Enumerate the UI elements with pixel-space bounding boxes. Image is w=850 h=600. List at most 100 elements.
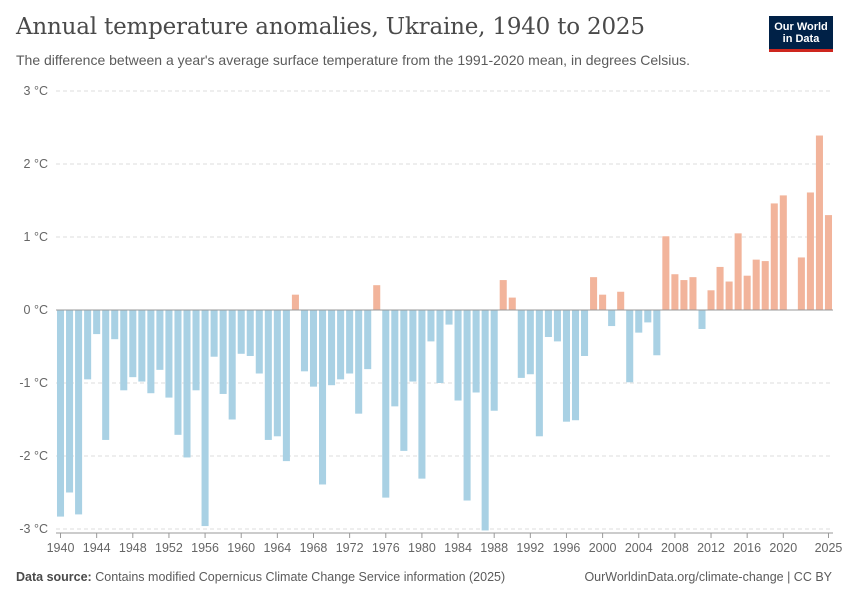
bar-1977[interactable] xyxy=(391,310,399,407)
y-axis-labels: 3 °C 2 °C 1 °C 0 °C -1 °C -2 °C -3 °C xyxy=(19,84,48,536)
bar-1948[interactable] xyxy=(129,310,137,378)
bar-2017[interactable] xyxy=(752,259,760,310)
bar-1946[interactable] xyxy=(111,310,119,340)
bar-1964[interactable] xyxy=(273,310,281,437)
bar-2005[interactable] xyxy=(644,310,652,323)
bar-1971[interactable] xyxy=(337,310,345,380)
credit-link[interactable]: OurWorldinData.org/climate-change | CC B… xyxy=(584,570,832,584)
bar-2001[interactable] xyxy=(608,310,616,327)
bar-1957[interactable] xyxy=(210,310,218,357)
bar-1999[interactable] xyxy=(590,277,598,310)
data-source-text[interactable]: Contains modified Copernicus Climate Cha… xyxy=(95,570,506,584)
bar-1944[interactable] xyxy=(93,310,101,335)
bar-1949[interactable] xyxy=(138,310,146,382)
bar-2023[interactable] xyxy=(806,192,814,310)
bar-1958[interactable] xyxy=(219,310,227,394)
x-tick-label: 1992 xyxy=(516,541,544,555)
bar-2004[interactable] xyxy=(635,310,643,333)
y-tick-label: -3 °C xyxy=(19,522,48,536)
bar-1956[interactable] xyxy=(201,310,209,527)
bar-2009[interactable] xyxy=(680,280,688,310)
bar-2020[interactable] xyxy=(779,195,787,310)
bar-1951[interactable] xyxy=(156,310,164,370)
temperature-anomaly-chart: 3 °C 2 °C 1 °C 0 °C -1 °C -2 °C -3 °C 1940 1944… xyxy=(19,84,842,555)
bar-1947[interactable] xyxy=(120,310,128,391)
bar-1981[interactable] xyxy=(427,310,435,342)
bar-2016[interactable] xyxy=(743,275,751,310)
bar-2025[interactable] xyxy=(824,215,833,310)
bar-1982[interactable] xyxy=(436,310,444,383)
bar-1991[interactable] xyxy=(517,310,525,378)
bar-1960[interactable] xyxy=(237,310,245,354)
bar-2013[interactable] xyxy=(716,266,724,310)
bar-2019[interactable] xyxy=(770,203,778,310)
bar-1953[interactable] xyxy=(174,310,182,435)
bar-1994[interactable] xyxy=(544,310,552,338)
bar-1943[interactable] xyxy=(84,310,92,380)
bar-2006[interactable] xyxy=(653,310,661,356)
bar-1986[interactable] xyxy=(472,310,480,393)
bar-1979[interactable] xyxy=(409,310,417,382)
bar-1963[interactable] xyxy=(264,310,272,440)
bar-1972[interactable] xyxy=(346,310,354,374)
bar-1973[interactable] xyxy=(355,310,363,414)
bar-1987[interactable] xyxy=(481,310,489,531)
data-source-label: Data source: xyxy=(16,570,92,584)
bar-2000[interactable] xyxy=(599,294,607,310)
owid-logo[interactable]: Our World in Data xyxy=(769,16,833,52)
bar-1968[interactable] xyxy=(309,310,318,387)
bar-2008[interactable] xyxy=(671,274,679,310)
bar-2018[interactable] xyxy=(761,261,769,310)
bar-1998[interactable] xyxy=(581,310,589,356)
bar-1996[interactable] xyxy=(562,310,570,422)
x-tick-label: 2012 xyxy=(697,541,725,555)
bar-1976[interactable] xyxy=(382,310,390,498)
bar-1940[interactable] xyxy=(56,310,65,517)
bar-2002[interactable] xyxy=(617,291,625,310)
bar-1950[interactable] xyxy=(147,310,155,394)
bar-1980[interactable] xyxy=(418,310,426,479)
bar-1993[interactable] xyxy=(535,310,543,437)
bar-2015[interactable] xyxy=(734,233,742,310)
bar-1942[interactable] xyxy=(75,310,83,515)
bar-2011[interactable] xyxy=(698,310,706,329)
bar-1974[interactable] xyxy=(364,310,372,370)
bar-2014[interactable] xyxy=(725,281,733,310)
bar-2022[interactable] xyxy=(797,257,805,310)
bar-2024[interactable] xyxy=(815,135,823,310)
bar-1985[interactable] xyxy=(463,310,471,501)
bar-1990[interactable] xyxy=(508,297,516,310)
bar-2007[interactable] xyxy=(662,236,670,310)
bar-1984[interactable] xyxy=(454,310,462,401)
bar-1967[interactable] xyxy=(300,310,308,372)
bar-1954[interactable] xyxy=(183,310,191,458)
bar-1988[interactable] xyxy=(490,310,498,411)
bar-1975[interactable] xyxy=(373,285,381,310)
x-tick-label: 1976 xyxy=(372,541,400,555)
chart-title: Annual temperature anomalies, Ukraine, 1… xyxy=(16,14,645,40)
bar-1961[interactable] xyxy=(246,310,254,356)
bar-1955[interactable] xyxy=(192,310,200,391)
x-tick-label: 2016 xyxy=(733,541,761,555)
bar-1966[interactable] xyxy=(291,294,299,310)
bar-2010[interactable] xyxy=(689,277,697,310)
y-tick-label: -1 °C xyxy=(19,376,48,390)
bar-2003[interactable] xyxy=(626,310,634,383)
bar-1995[interactable] xyxy=(553,310,561,342)
bar-2012[interactable] xyxy=(707,290,715,310)
bar-1959[interactable] xyxy=(228,310,236,420)
bar-1970[interactable] xyxy=(328,310,336,386)
bar-1965[interactable] xyxy=(282,310,290,462)
bar-1952[interactable] xyxy=(165,310,173,398)
x-tick-label: 1972 xyxy=(336,541,364,555)
bar-1989[interactable] xyxy=(499,280,507,310)
bar-1969[interactable] xyxy=(319,310,327,485)
bar-1978[interactable] xyxy=(400,310,408,451)
bar-1983[interactable] xyxy=(445,310,453,325)
bar-1941[interactable] xyxy=(66,310,74,493)
bar-1945[interactable] xyxy=(102,310,110,440)
x-tick-label: 1984 xyxy=(444,541,472,555)
bar-1962[interactable] xyxy=(255,310,263,374)
bar-1992[interactable] xyxy=(526,310,534,375)
bar-1997[interactable] xyxy=(571,310,580,421)
